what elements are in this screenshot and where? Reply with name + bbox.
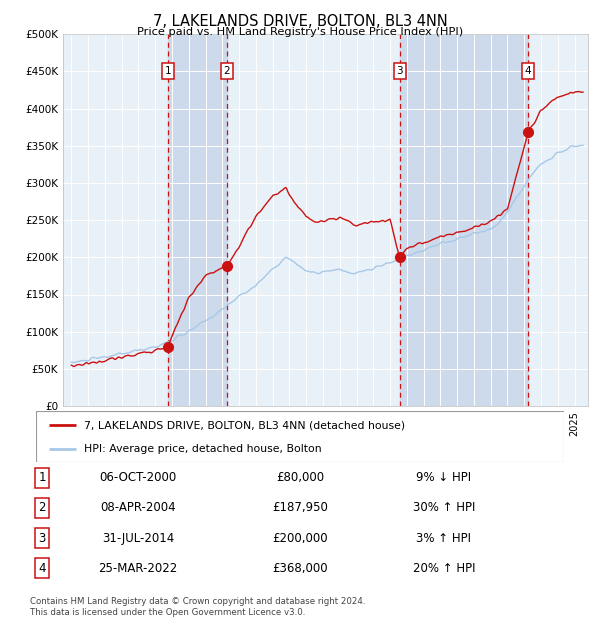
Text: 7, LAKELANDS DRIVE, BOLTON, BL3 4NN (detached house): 7, LAKELANDS DRIVE, BOLTON, BL3 4NN (det…: [83, 420, 404, 430]
Text: 30% ↑ HPI: 30% ↑ HPI: [413, 502, 475, 515]
Bar: [168, 34, 227, 406]
Text: 31-JUL-2014: 31-JUL-2014: [102, 531, 174, 544]
Text: 2: 2: [38, 502, 46, 515]
Text: £187,950: £187,950: [272, 502, 328, 515]
Text: HPI: Average price, detached house, Bolton: HPI: Average price, detached house, Bolt…: [83, 444, 321, 454]
Text: 1: 1: [164, 66, 172, 76]
Text: 4: 4: [38, 562, 46, 575]
Text: £200,000: £200,000: [272, 531, 328, 544]
Text: 3% ↑ HPI: 3% ↑ HPI: [416, 531, 472, 544]
FancyBboxPatch shape: [36, 411, 564, 462]
Text: 3: 3: [38, 531, 46, 544]
Text: Contains HM Land Registry data © Crown copyright and database right 2024.
This d: Contains HM Land Registry data © Crown c…: [30, 598, 365, 617]
Text: 7, LAKELANDS DRIVE, BOLTON, BL3 4NN: 7, LAKELANDS DRIVE, BOLTON, BL3 4NN: [152, 14, 448, 29]
Text: 20% ↑ HPI: 20% ↑ HPI: [413, 562, 475, 575]
Text: 1: 1: [38, 471, 46, 484]
Text: 2: 2: [224, 66, 230, 76]
Text: 25-MAR-2022: 25-MAR-2022: [98, 562, 178, 575]
Text: 9% ↓ HPI: 9% ↓ HPI: [416, 471, 472, 484]
Text: £80,000: £80,000: [276, 471, 324, 484]
Text: 3: 3: [397, 66, 403, 76]
Text: 08-APR-2004: 08-APR-2004: [100, 502, 176, 515]
Text: 4: 4: [525, 66, 532, 76]
Bar: [400, 34, 528, 406]
Text: Price paid vs. HM Land Registry's House Price Index (HPI): Price paid vs. HM Land Registry's House …: [137, 27, 463, 37]
Text: 06-OCT-2000: 06-OCT-2000: [100, 471, 176, 484]
Text: £368,000: £368,000: [272, 562, 328, 575]
